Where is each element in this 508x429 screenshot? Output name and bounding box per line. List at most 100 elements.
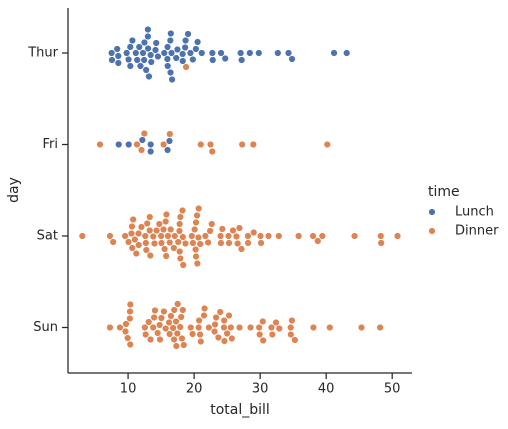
- point: [178, 334, 186, 343]
- point: [179, 233, 187, 241]
- point: [376, 323, 384, 332]
- point: [170, 244, 178, 252]
- point: [167, 29, 175, 38]
- point: [145, 226, 154, 235]
- point: [309, 323, 318, 332]
- point: [288, 55, 296, 63]
- point: [212, 313, 220, 322]
- point: [144, 25, 152, 34]
- point: [393, 232, 402, 240]
- point: [246, 49, 254, 57]
- point: [140, 56, 148, 64]
- point: [146, 147, 155, 156]
- point: [121, 327, 130, 336]
- point: [124, 55, 133, 64]
- point: [188, 232, 196, 240]
- point: [192, 45, 200, 53]
- point: [274, 49, 282, 57]
- point: [249, 140, 258, 149]
- point: [232, 232, 241, 241]
- point: [201, 232, 210, 240]
- point: [165, 318, 173, 327]
- point: [326, 323, 334, 332]
- point: [206, 227, 214, 235]
- point: [218, 225, 227, 233]
- point: [155, 321, 164, 329]
- point: [192, 252, 200, 261]
- point: [141, 330, 150, 339]
- point: [124, 238, 133, 246]
- point: [236, 49, 245, 57]
- point: [150, 239, 159, 248]
- point: [167, 49, 176, 57]
- point: [205, 323, 213, 332]
- point: [173, 300, 182, 308]
- point: [209, 56, 217, 64]
- legend-label: Lunch: [455, 205, 494, 220]
- point: [179, 57, 187, 65]
- point: [323, 140, 331, 149]
- point: [174, 238, 182, 246]
- point: [172, 342, 181, 350]
- point: [287, 323, 295, 332]
- point: [155, 220, 164, 228]
- y-tick-label: Thur: [27, 46, 58, 61]
- point: [198, 49, 206, 57]
- point: [193, 211, 201, 220]
- point: [146, 140, 155, 149]
- point: [160, 245, 169, 253]
- point: [151, 306, 159, 315]
- point: [159, 140, 168, 149]
- point: [208, 49, 217, 57]
- point: [192, 218, 200, 227]
- point: [78, 232, 87, 240]
- point: [342, 49, 351, 57]
- point: [154, 52, 162, 61]
- point: [170, 306, 178, 314]
- point: [259, 336, 267, 345]
- point: [176, 323, 184, 331]
- point: [318, 232, 327, 240]
- point: [150, 313, 158, 322]
- point: [250, 228, 258, 237]
- point: [211, 320, 219, 329]
- point: [237, 245, 246, 253]
- legend-label: Dinner: [455, 224, 499, 239]
- point: [175, 227, 184, 235]
- point: [189, 55, 197, 64]
- point: [131, 235, 139, 244]
- point: [160, 49, 168, 57]
- x-tick-label: 20: [186, 382, 203, 397]
- point: [167, 312, 175, 320]
- point: [176, 254, 185, 263]
- point: [175, 220, 184, 228]
- point: [377, 232, 385, 240]
- point: [145, 72, 153, 81]
- point: [128, 244, 136, 252]
- point: [177, 313, 185, 321]
- point: [114, 52, 122, 60]
- point: [152, 39, 160, 47]
- point: [137, 223, 146, 231]
- point: [284, 49, 293, 57]
- point: [149, 323, 157, 332]
- point: [132, 249, 140, 258]
- x-tick-label: 10: [120, 382, 137, 397]
- point: [129, 215, 137, 224]
- point: [166, 36, 175, 45]
- point: [143, 219, 151, 228]
- legend-marker: [428, 227, 436, 235]
- point: [182, 63, 190, 71]
- point: [133, 56, 141, 64]
- point: [229, 226, 237, 235]
- point: [189, 239, 197, 247]
- point: [146, 213, 154, 221]
- point: [287, 330, 295, 339]
- point: [206, 140, 215, 149]
- x-axis-label: total_bill: [210, 402, 270, 418]
- point: [217, 239, 225, 247]
- point: [179, 306, 187, 314]
- point: [244, 239, 252, 247]
- point: [180, 341, 188, 349]
- point: [227, 323, 235, 332]
